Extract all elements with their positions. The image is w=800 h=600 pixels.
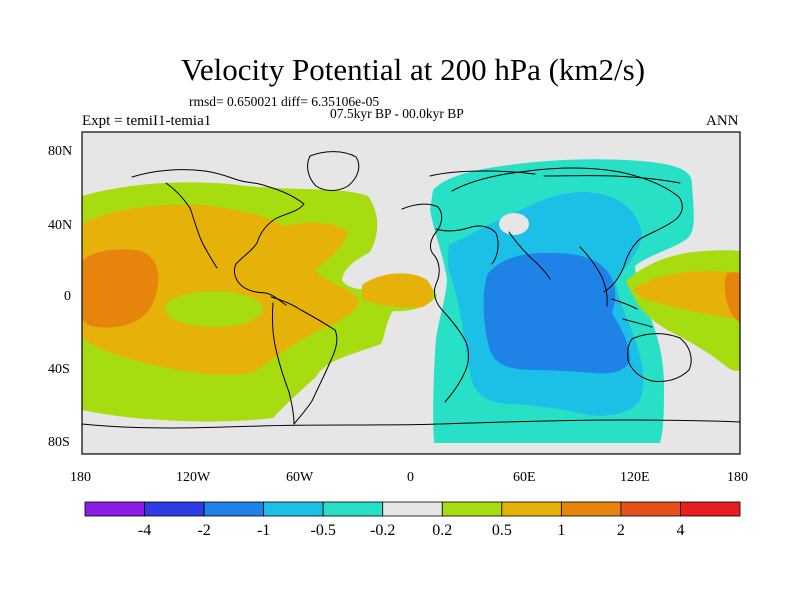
colorbar-swatch: [203, 501, 265, 517]
colorbar-swatch: [382, 501, 443, 517]
colorbar-label: 2: [617, 522, 625, 539]
colorbar-swatch: [560, 501, 622, 517]
colorbar-label: 4: [676, 522, 684, 539]
period-line: 07.5kyr BP - 00.0kyr BP: [330, 106, 464, 121]
colorbar-swatch: [263, 501, 324, 517]
y-tick-label: 40S: [48, 362, 70, 377]
positive-moderate-region-americas: [82, 204, 360, 375]
stats-line: rmsd= 0.650021 diff= 6.35106e-05: [189, 94, 380, 109]
map-frame: [81, 131, 741, 455]
experiment-label: Expt = temiI1-temia1: [82, 113, 212, 129]
colorbar-label: -4: [138, 522, 151, 539]
zero-band-hole-asia: [499, 213, 529, 235]
colorbar-swatch: [620, 501, 681, 517]
x-tick-label: 180: [70, 470, 91, 485]
negative-strong-region-indian-ocean: [483, 252, 631, 374]
x-tick-label: 60E: [513, 470, 536, 485]
colorbar-swatch: [441, 501, 503, 517]
colorbar-swatch: [322, 501, 384, 517]
colorbar: [84, 501, 741, 517]
colorbar-swatch: [501, 501, 562, 517]
positive-moderate-region-west-pacific: [633, 271, 740, 320]
colorbar-swatch: [680, 501, 741, 517]
y-tick-label: 80N: [48, 144, 72, 159]
season-label: ANN: [706, 113, 739, 129]
x-tick-label: 120E: [620, 470, 650, 485]
x-tick-label: 120W: [176, 470, 211, 485]
colorbar-label: -0.2: [370, 522, 395, 539]
colorbar-swatch: [84, 501, 145, 517]
x-tick-label: 180: [727, 470, 748, 485]
x-tick-label: 60W: [286, 470, 314, 485]
positive-moderate-region-atlantic: [362, 273, 433, 308]
colorbar-label: 0.2: [432, 522, 452, 539]
colorbar-swatch: [144, 501, 205, 517]
positive-strong-region-pacific: [82, 249, 159, 328]
zero-band-hole-pacific: [165, 291, 263, 327]
positive-strong-region-dateline: [724, 272, 740, 323]
colorbar-label: 1: [557, 522, 565, 539]
colorbar-label: -2: [197, 522, 210, 539]
y-tick-label: 40N: [48, 218, 72, 233]
colorbar-label: 0.5: [492, 522, 512, 539]
y-tick-label: 0: [64, 289, 71, 304]
colorbar-labels: -4 -2 -1 -0.5 -0.2 0.2 0.5 1 2 4: [138, 522, 685, 539]
map-title: Velocity Potential at 200 hPa (km2/s): [180, 52, 646, 87]
colorbar-label: -1: [257, 522, 270, 539]
coastlines: [82, 151, 740, 429]
map-field: [82, 132, 740, 454]
y-tick-label: 80S: [48, 435, 70, 450]
x-tick-label: 0: [407, 470, 414, 485]
colorbar-label: -0.5: [311, 522, 336, 539]
